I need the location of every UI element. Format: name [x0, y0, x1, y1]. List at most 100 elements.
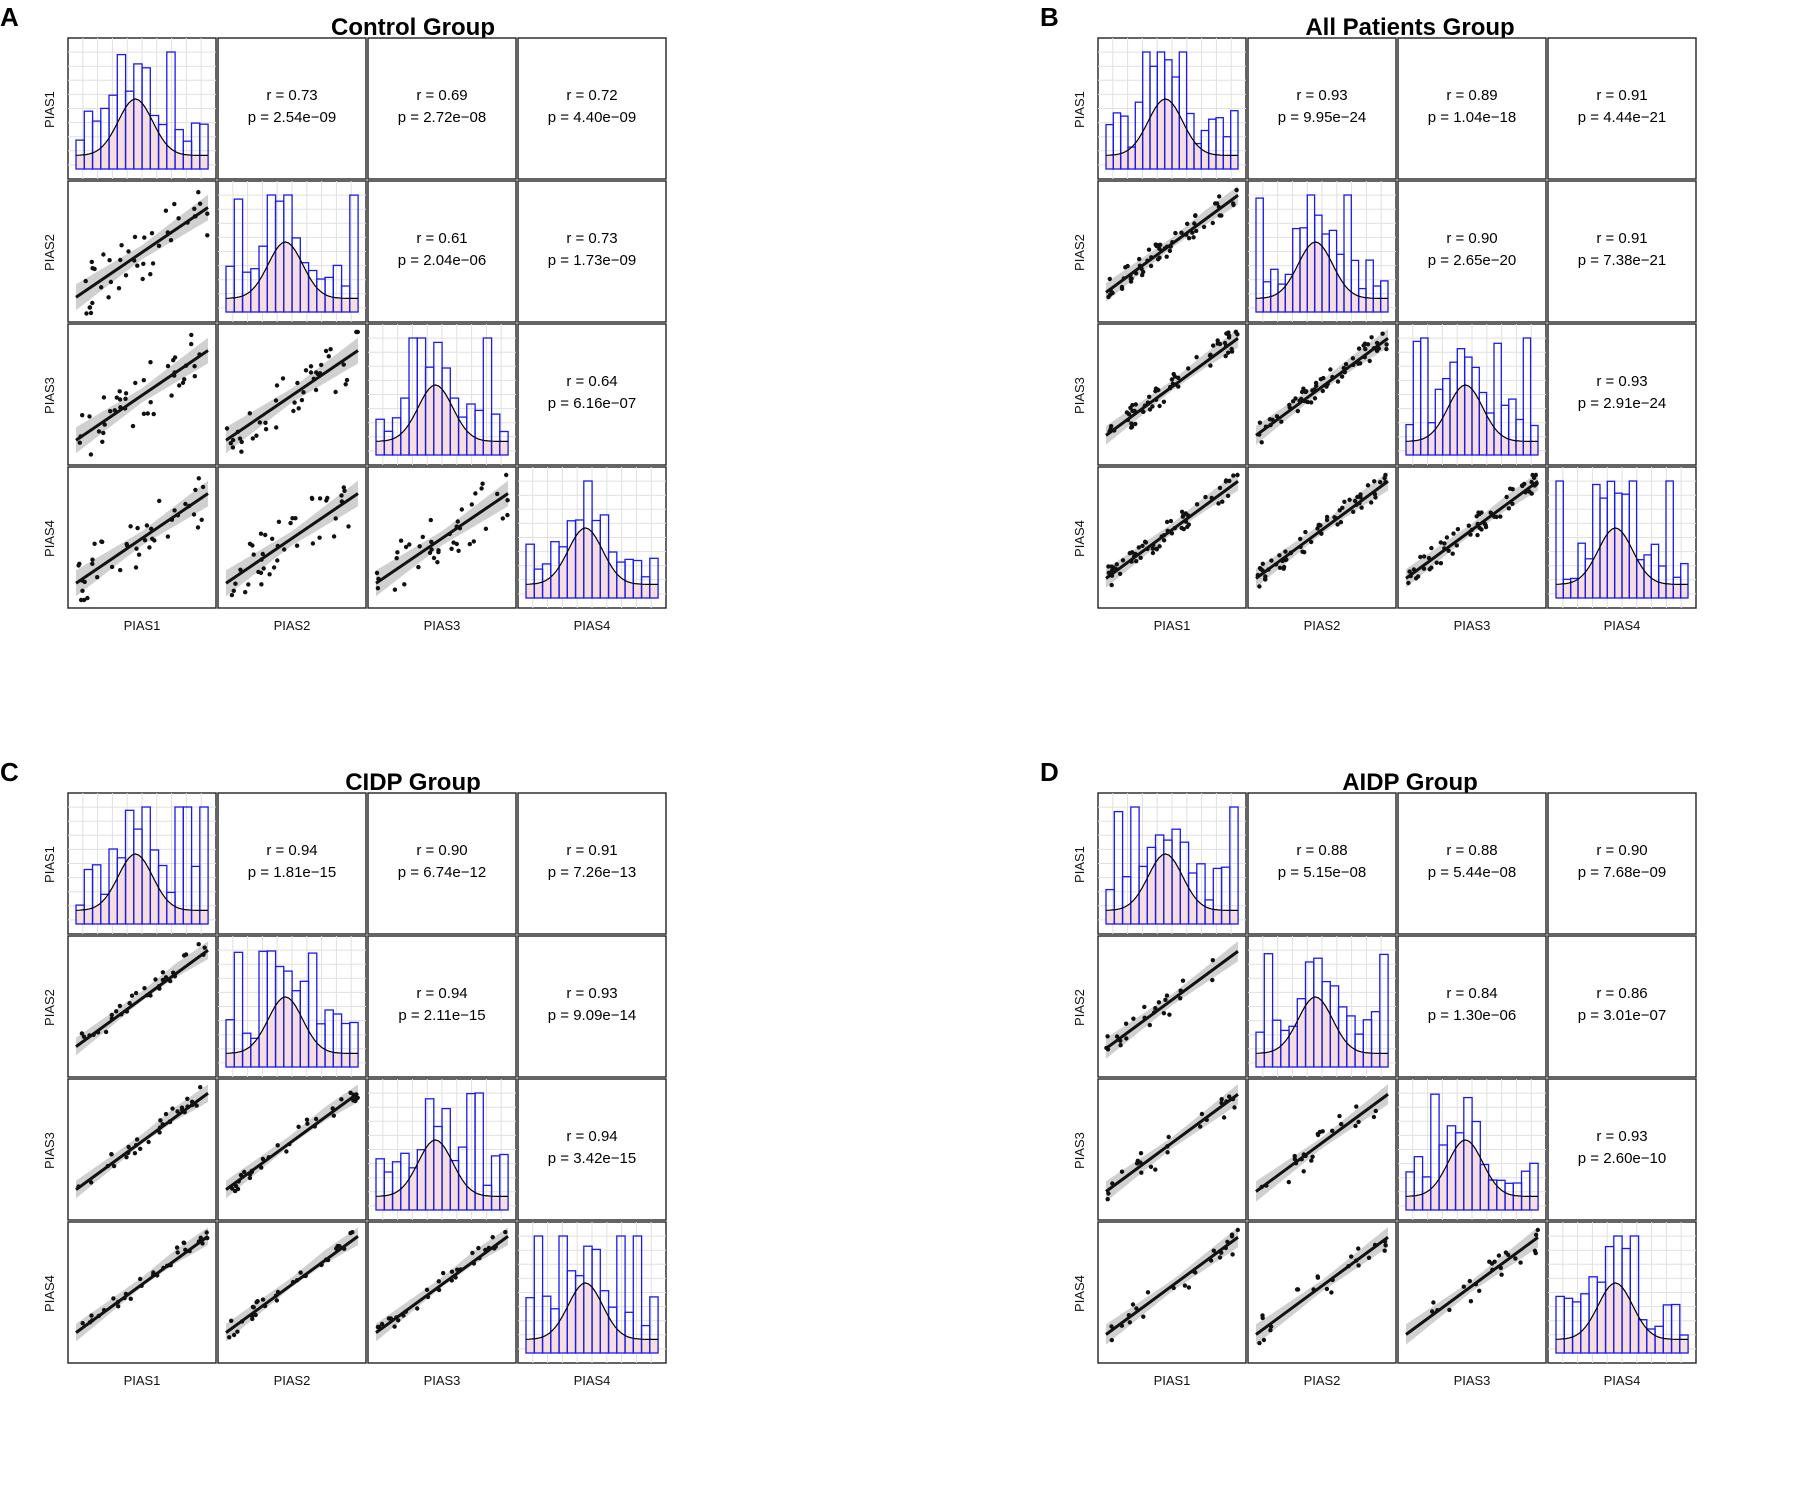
scatter-point [1337, 508, 1342, 513]
scatter-point [1329, 1290, 1334, 1295]
scatter-point [454, 541, 459, 547]
scatter-point [1321, 375, 1326, 381]
scatter-point [1124, 1036, 1129, 1041]
correlation-p-label: p = 4.40e−09 [548, 109, 636, 126]
panel-aidp-group: D AIDP Group r = 0.88 p = 5.15e−08 r = 0.8… [880, 755, 1760, 1490]
matrix-cell-3-1 [67, 323, 217, 466]
matrix-cell-4-4 [517, 466, 667, 609]
x-axis-label: PIAS1 [124, 1373, 161, 1388]
scatter-point [1338, 520, 1344, 525]
scatter-point [145, 411, 150, 416]
histogram-bar [1229, 806, 1239, 925]
histogram-bar [166, 51, 176, 170]
scatter-point [476, 1245, 481, 1251]
scatter-point [1156, 1000, 1162, 1005]
scatter-point [1513, 1256, 1518, 1261]
scatter-point [348, 1230, 353, 1236]
scatter-point [395, 550, 400, 555]
scatter-point [308, 364, 314, 369]
scatter-point [1324, 514, 1330, 520]
scatter-point [124, 541, 129, 547]
scatter-point [1178, 996, 1183, 1001]
histogram-bar [616, 1235, 626, 1354]
scatter-point [1342, 499, 1347, 504]
panel-all-patients-group: B All Patients Group r = 0.93 p = 9.95e−2… [880, 0, 1760, 735]
scatter-point [157, 498, 162, 504]
y-axis-label: PIAS3 [1072, 377, 1087, 414]
scatter-point [1217, 1255, 1223, 1260]
scatter-point [1223, 479, 1229, 484]
scatter-point [1257, 1340, 1262, 1346]
matrix-cell-1-1 [67, 37, 217, 180]
scatter-point [128, 1296, 133, 1301]
scatter-point [1135, 1158, 1140, 1163]
y-axis-label: PIAS1 [1072, 91, 1087, 128]
scatter-point [247, 411, 252, 416]
scatter-point [1529, 479, 1534, 485]
regression-line [375, 492, 509, 585]
scatter-point [435, 560, 440, 565]
scatter-point [305, 1121, 310, 1126]
scatter-point [1293, 396, 1298, 401]
scatter-point [1141, 409, 1146, 414]
scatter-point [153, 977, 158, 982]
matrix-cell-1-1 [1097, 37, 1247, 180]
cell-frame [1247, 792, 1397, 935]
matrix-cell-1-4 [517, 792, 667, 935]
cell-frame [367, 935, 517, 1078]
y-axis-label: PIAS3 [42, 377, 57, 414]
scatter-point [471, 539, 476, 544]
scatter-point [1474, 514, 1479, 519]
regression-line [75, 349, 209, 442]
scatter-point [103, 1029, 109, 1035]
scatter-point [126, 1144, 131, 1150]
scatter-point [1257, 584, 1262, 589]
scatter-point [1186, 522, 1191, 527]
scatter-point [1167, 248, 1173, 253]
scatter-point [1164, 519, 1170, 525]
matrix-cell-1-3 [367, 37, 517, 180]
scatter-point [398, 538, 404, 543]
scatter-point [1347, 497, 1352, 502]
regression-line [225, 349, 359, 442]
scatter-point [260, 1156, 266, 1162]
scatter-point [328, 347, 333, 352]
scatter-point [1382, 475, 1387, 481]
cell-frame [1547, 37, 1697, 180]
matrix-cell-4-1 [1097, 466, 1247, 609]
matrix-cell-1-2 [217, 792, 367, 935]
scatter-point [1378, 480, 1383, 485]
scatter-point [250, 436, 255, 441]
scatter-point [1161, 1011, 1167, 1016]
scatter-point [1532, 1248, 1538, 1253]
correlation-p-label: p = 2.72e−08 [398, 109, 486, 126]
scatter-point [123, 391, 129, 396]
scatter-point [1442, 541, 1447, 546]
scatter-point [1447, 1307, 1452, 1313]
scatter-point [108, 409, 113, 414]
scatter-point [81, 1034, 87, 1039]
matrix-cell-3-4 [1547, 323, 1697, 466]
scatter-point [194, 1103, 199, 1108]
matrix-cell-2-1 [1097, 180, 1247, 323]
scatter-point [229, 592, 235, 598]
regression-line [1255, 1236, 1389, 1336]
scatter-point [1358, 495, 1363, 500]
scatter-point [231, 1332, 237, 1338]
scatter-point [172, 355, 178, 360]
scatter-point [118, 567, 123, 573]
scatter-point [1129, 421, 1134, 426]
scatter-point [117, 389, 122, 394]
matrix-cell-2-1 [1097, 935, 1247, 1078]
scatter-point [1215, 341, 1220, 346]
x-axis-label: PIAS2 [274, 1373, 311, 1388]
scatter-point [270, 536, 275, 541]
correlation-p-label: p = 2.60e−10 [1578, 1150, 1666, 1167]
scatter-point [1343, 362, 1349, 367]
matrix-cell-4-4 [1547, 1221, 1697, 1364]
scatter-point [1215, 338, 1220, 343]
scatter-point [1176, 384, 1181, 389]
scatter-point [407, 542, 412, 547]
scatter-point [1461, 1284, 1466, 1289]
scatter-point [303, 368, 309, 373]
